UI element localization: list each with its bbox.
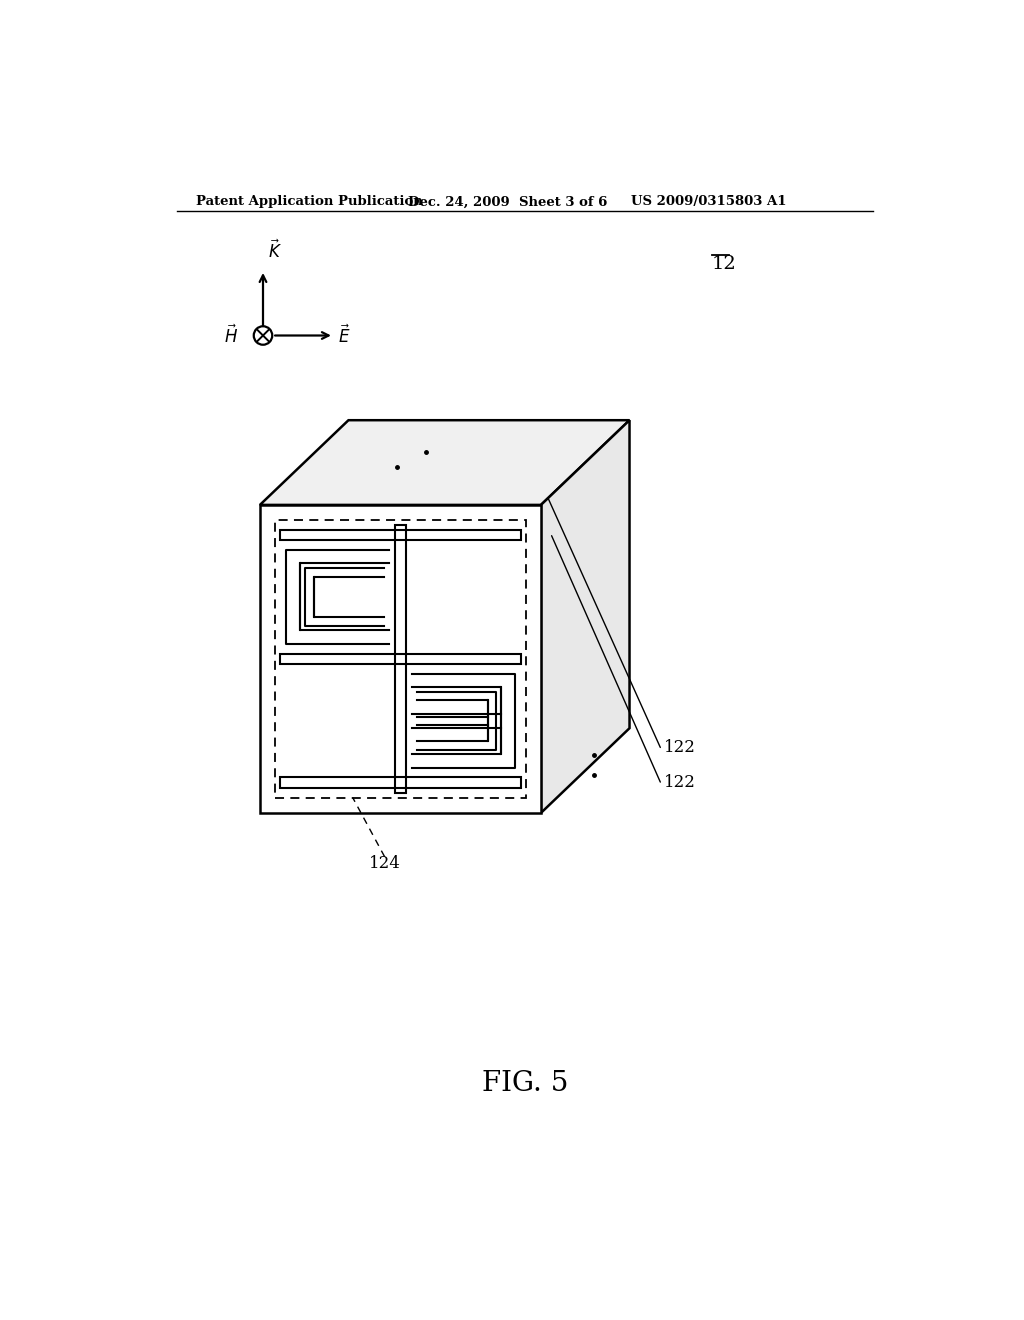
Bar (280, 653, 521, 664)
Text: 122: 122 (665, 739, 696, 756)
Bar (280, 529, 521, 540)
Bar (395, 525, 406, 793)
Polygon shape (260, 506, 541, 813)
Polygon shape (260, 420, 630, 506)
Bar (280, 777, 521, 788)
Text: US 2009/0315803 A1: US 2009/0315803 A1 (631, 195, 786, 209)
Text: 122: 122 (665, 774, 696, 791)
Polygon shape (541, 420, 630, 813)
Text: FIG. 5: FIG. 5 (481, 1071, 568, 1097)
Text: $\vec{E}$: $\vec{E}$ (338, 325, 350, 347)
Text: $\vec{K}$: $\vec{K}$ (267, 239, 282, 261)
Text: 12: 12 (712, 255, 736, 273)
Text: 124: 124 (369, 855, 400, 873)
Circle shape (254, 326, 272, 345)
Text: $\vec{H}$: $\vec{H}$ (224, 325, 239, 347)
Bar (275, 520, 525, 797)
Text: Dec. 24, 2009  Sheet 3 of 6: Dec. 24, 2009 Sheet 3 of 6 (408, 195, 607, 209)
Text: Patent Application Publication: Patent Application Publication (196, 195, 423, 209)
